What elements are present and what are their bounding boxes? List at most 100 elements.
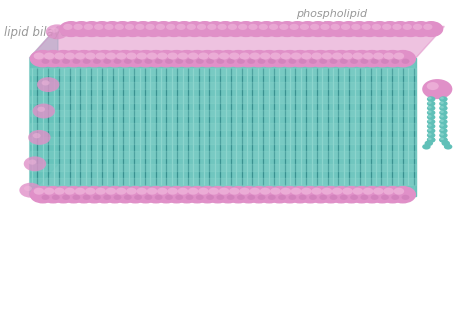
Circle shape [62,195,70,200]
Circle shape [37,106,45,112]
Circle shape [40,50,66,67]
Circle shape [215,186,241,204]
Circle shape [419,21,443,37]
Circle shape [167,52,178,59]
Circle shape [152,21,176,37]
Circle shape [393,188,404,195]
Circle shape [34,52,44,59]
Circle shape [439,114,447,120]
Circle shape [44,52,55,59]
Circle shape [75,188,85,195]
Circle shape [194,186,220,204]
Circle shape [357,21,382,37]
Circle shape [122,186,149,204]
Circle shape [440,106,444,108]
Circle shape [291,52,301,59]
Circle shape [33,104,55,118]
Circle shape [246,50,272,67]
Circle shape [71,50,97,67]
Circle shape [194,50,220,67]
Circle shape [439,96,447,102]
Circle shape [322,52,332,59]
Circle shape [198,52,209,59]
Circle shape [328,50,355,67]
Circle shape [301,188,311,195]
Circle shape [257,195,265,200]
Circle shape [260,52,271,59]
Circle shape [306,21,330,37]
Circle shape [391,195,399,200]
Circle shape [184,186,210,204]
Circle shape [234,21,258,37]
Circle shape [175,195,183,200]
Circle shape [318,50,344,67]
Circle shape [106,188,116,195]
Circle shape [104,24,114,30]
Circle shape [178,52,188,59]
Circle shape [156,24,165,30]
Circle shape [145,59,152,64]
Circle shape [427,124,436,129]
Circle shape [378,21,402,37]
Circle shape [157,52,168,59]
Circle shape [310,24,319,30]
Circle shape [116,188,127,195]
Circle shape [393,52,404,59]
Circle shape [133,50,159,67]
Circle shape [383,52,394,59]
Circle shape [137,52,147,59]
Circle shape [318,186,344,204]
Circle shape [373,188,383,195]
Circle shape [116,52,127,59]
Polygon shape [30,96,416,103]
Circle shape [162,21,186,37]
Circle shape [247,59,255,64]
Circle shape [360,195,368,200]
Circle shape [73,24,83,30]
Circle shape [440,138,444,140]
Circle shape [439,124,447,129]
Circle shape [227,195,235,200]
Circle shape [237,195,245,200]
Circle shape [37,77,59,92]
Circle shape [439,110,447,116]
Circle shape [54,188,65,195]
Circle shape [91,50,118,67]
Circle shape [439,137,447,143]
Circle shape [428,124,432,127]
Circle shape [59,21,83,37]
Circle shape [228,24,237,30]
Circle shape [30,186,56,204]
Circle shape [225,50,252,67]
Circle shape [427,132,436,138]
Polygon shape [30,137,416,144]
Circle shape [309,195,317,200]
Circle shape [91,186,118,204]
Circle shape [255,21,279,37]
Circle shape [288,59,296,64]
Circle shape [353,52,363,59]
Circle shape [342,52,353,59]
Circle shape [42,195,49,200]
Circle shape [281,52,291,59]
Circle shape [61,186,87,204]
Polygon shape [30,27,58,196]
Circle shape [348,50,375,67]
Circle shape [184,50,210,67]
Circle shape [218,24,227,30]
Circle shape [427,110,436,116]
Circle shape [28,130,51,145]
Circle shape [327,21,351,37]
Polygon shape [30,110,416,116]
Circle shape [82,59,91,64]
Circle shape [359,50,385,67]
Circle shape [373,52,383,59]
Circle shape [122,50,149,67]
Circle shape [256,186,283,204]
Circle shape [299,59,307,64]
Circle shape [110,21,135,37]
Circle shape [311,188,322,195]
Circle shape [353,188,363,195]
Circle shape [291,188,301,195]
Circle shape [427,137,436,143]
